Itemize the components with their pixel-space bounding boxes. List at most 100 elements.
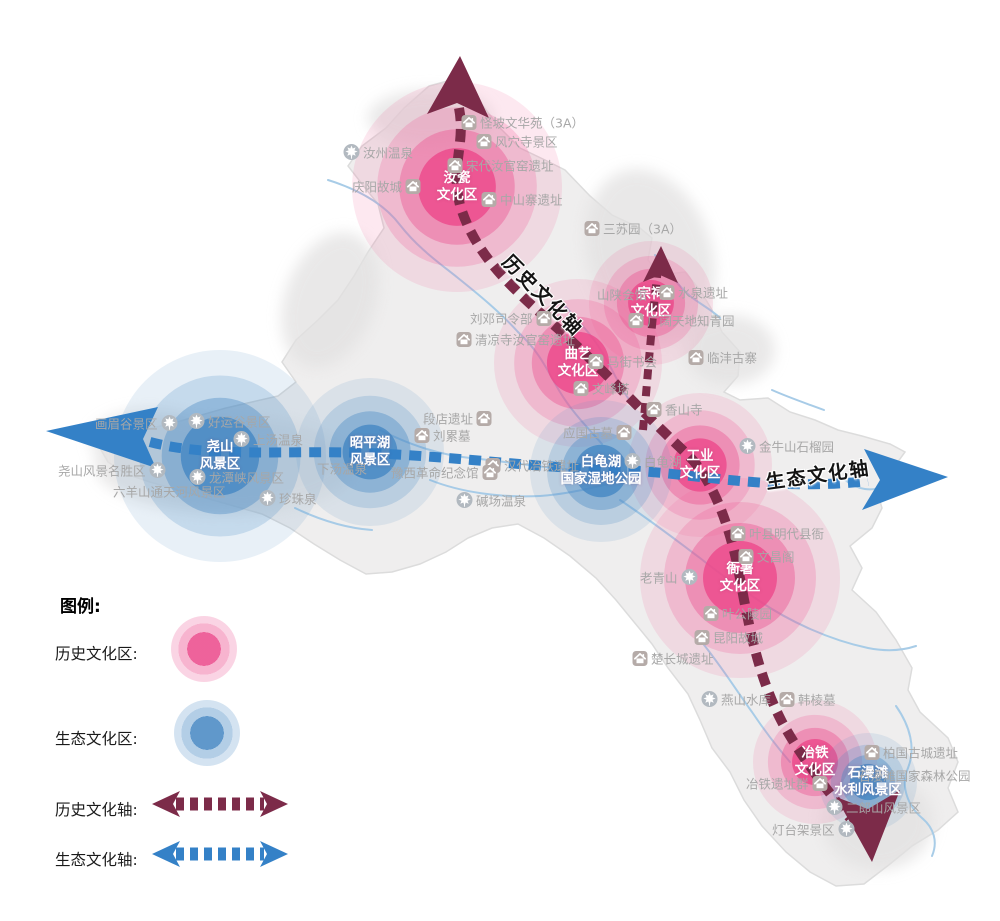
legend-title: 图例:	[60, 597, 101, 617]
poi-label: 水泉遗址	[678, 285, 729, 301]
poi-label: 中山寨遗址	[500, 192, 563, 208]
poi-label: 好运谷景区	[208, 414, 271, 430]
poi-label-row: 龙潭峡风景区	[189, 468, 284, 487]
scenic-site-icon	[701, 691, 718, 708]
poi-label-row: 昆阳故城	[694, 628, 763, 647]
poi-label-row: 汉代冶铁遗址	[485, 456, 579, 475]
poi-label-row: 宋代汝官窑遗址	[447, 156, 554, 175]
poi-label-row: 上汤温泉	[233, 430, 303, 449]
heritage-site-icon	[476, 133, 492, 149]
ecological-zone-glow	[530, 400, 672, 542]
poi-label: 叶公陵园	[722, 606, 773, 622]
poi-label-row: 香山寺	[646, 400, 703, 419]
poi-label-row: 应国古墓	[563, 423, 632, 442]
legend: 图例: 历史文化区: 生态文化区: 历史文化轴: 生态文化轴:	[55, 592, 325, 902]
poi-label: 庆阳故城	[352, 179, 403, 195]
poi-label: 白龟湖	[644, 454, 682, 470]
scenic-site-icon	[188, 413, 205, 430]
poi-label-row: 二郎山风景区	[826, 798, 921, 817]
heritage-site-icon	[864, 744, 880, 760]
poi-label-row: 燕山水库	[701, 690, 771, 709]
ecological-axis-line	[148, 437, 869, 490]
heritage-site-icon	[738, 548, 754, 564]
zone-glow-ring	[546, 331, 610, 395]
zone-glow-ring	[574, 444, 628, 498]
scenic-site-icon	[343, 144, 360, 161]
poi-label-row: 广阔天地知青园	[628, 311, 735, 330]
poi-label: 文昌阁	[757, 549, 795, 565]
heritage-site-icon	[456, 331, 472, 347]
heritage-site-icon	[659, 284, 675, 300]
poi-label-row: 庆阳故城	[352, 177, 421, 196]
scenic-site-icon	[161, 415, 178, 432]
poi-label: 二郎山风景区	[846, 800, 922, 816]
poi-label: 段店遗址	[423, 411, 474, 427]
heritage-site-icon	[646, 401, 662, 417]
poi-label-row: 刘邓司令部	[470, 309, 552, 328]
scenic-site-icon	[189, 469, 206, 486]
poi-label-row: 石漫滩国家森林公园	[858, 766, 971, 785]
poi-label: 六羊山通天河风景区	[113, 484, 226, 500]
heritage-site-icon	[694, 629, 710, 645]
scenic-site-icon	[681, 569, 698, 586]
poi-label-row: 灯台架景区	[772, 820, 855, 839]
poi-label: 三苏园（3A）	[603, 221, 683, 237]
heritage-site-icon	[616, 424, 632, 440]
axes-layer	[46, 56, 948, 862]
poi-label-row: 楚长城遗址	[632, 649, 714, 668]
poi-label-row: 碱场温泉	[456, 491, 526, 510]
zone-name-label: 白龟湖 国家湿地公园	[560, 454, 642, 487]
scenic-site-icon	[259, 490, 276, 507]
poi-label: 老青山	[640, 570, 678, 586]
poi-label-row: 豫西革命纪念馆	[391, 463, 498, 482]
heritage-site-icon	[688, 349, 704, 365]
scenic-site-icon	[826, 799, 843, 816]
scenic-site-icon	[233, 431, 250, 448]
zone-name-label: 尧山 风景区	[199, 439, 241, 472]
legend-item-label: 历史文化区:	[55, 645, 138, 663]
scenic-site-icon	[149, 462, 166, 479]
poi-label: 韩棱墓	[798, 692, 836, 708]
poi-label-row: 好运谷景区	[188, 412, 271, 431]
poi-label-row: 三苏园（3A）	[584, 219, 682, 238]
poi-label-row: 六羊山通天河风景区	[113, 482, 226, 501]
poi-label: 豫西革命纪念馆	[391, 465, 479, 481]
poi-label-row: 水泉遗址	[659, 283, 728, 302]
poi-label-row: 白龟湖	[624, 452, 682, 471]
scenic-site-icon	[739, 438, 756, 455]
poi-label-row: 临沣古寨	[688, 348, 757, 367]
poi-label: 下汤温泉	[317, 461, 368, 477]
zone-name-label: 工业 文化区	[679, 448, 721, 481]
zone-name-label: 石漫滩 水利风景区	[834, 765, 902, 798]
poi-label: 叶县明代县衙	[749, 526, 825, 542]
poi-label-row: 柏国古城遗址	[864, 743, 958, 762]
poi-label: 燕山水库	[721, 692, 772, 708]
poi-label-row: 段店遗址	[423, 409, 492, 428]
poi-label: 汝州温泉	[363, 145, 414, 161]
zone-name-label: 宗祠 文化区	[630, 286, 672, 319]
legend-item-label: 生态文化轴:	[55, 851, 138, 869]
poi-label-row: 叶公陵园	[703, 604, 772, 623]
poi-label: 灯台架景区	[772, 822, 835, 838]
poi-label-row: 下汤温泉	[317, 459, 367, 478]
heritage-site-icon	[461, 114, 477, 130]
heritage-site-icon	[447, 157, 463, 173]
poi-label: 龙潭峡风景区	[209, 470, 285, 486]
poi-label-row: 老青山	[640, 568, 698, 587]
poi-label-row: 怪坡文华苑（3A）	[461, 113, 584, 132]
ecological-axis-arrow-right	[862, 449, 948, 510]
poi-label: 珍珠泉	[279, 491, 317, 507]
ecological-zone-legend-swatch	[174, 700, 240, 766]
poi-label: 画眉谷景区	[95, 416, 158, 432]
poi-label: 汉代冶铁遗址	[504, 458, 580, 474]
zone-name-label: 曲艺 文化区	[557, 346, 599, 379]
poi-label-row: 文峰塔	[573, 379, 630, 398]
poi-label-row: 山陕会馆	[597, 285, 647, 304]
historical-axis-legend-swatch	[150, 788, 290, 824]
heritage-site-icon	[730, 525, 746, 541]
poi-label-row: 刘累墓	[414, 426, 471, 445]
heritage-site-icon	[482, 464, 498, 480]
poi-label-row: 冶铁遗址群	[746, 774, 828, 793]
poi-label: 香山寺	[665, 402, 703, 418]
